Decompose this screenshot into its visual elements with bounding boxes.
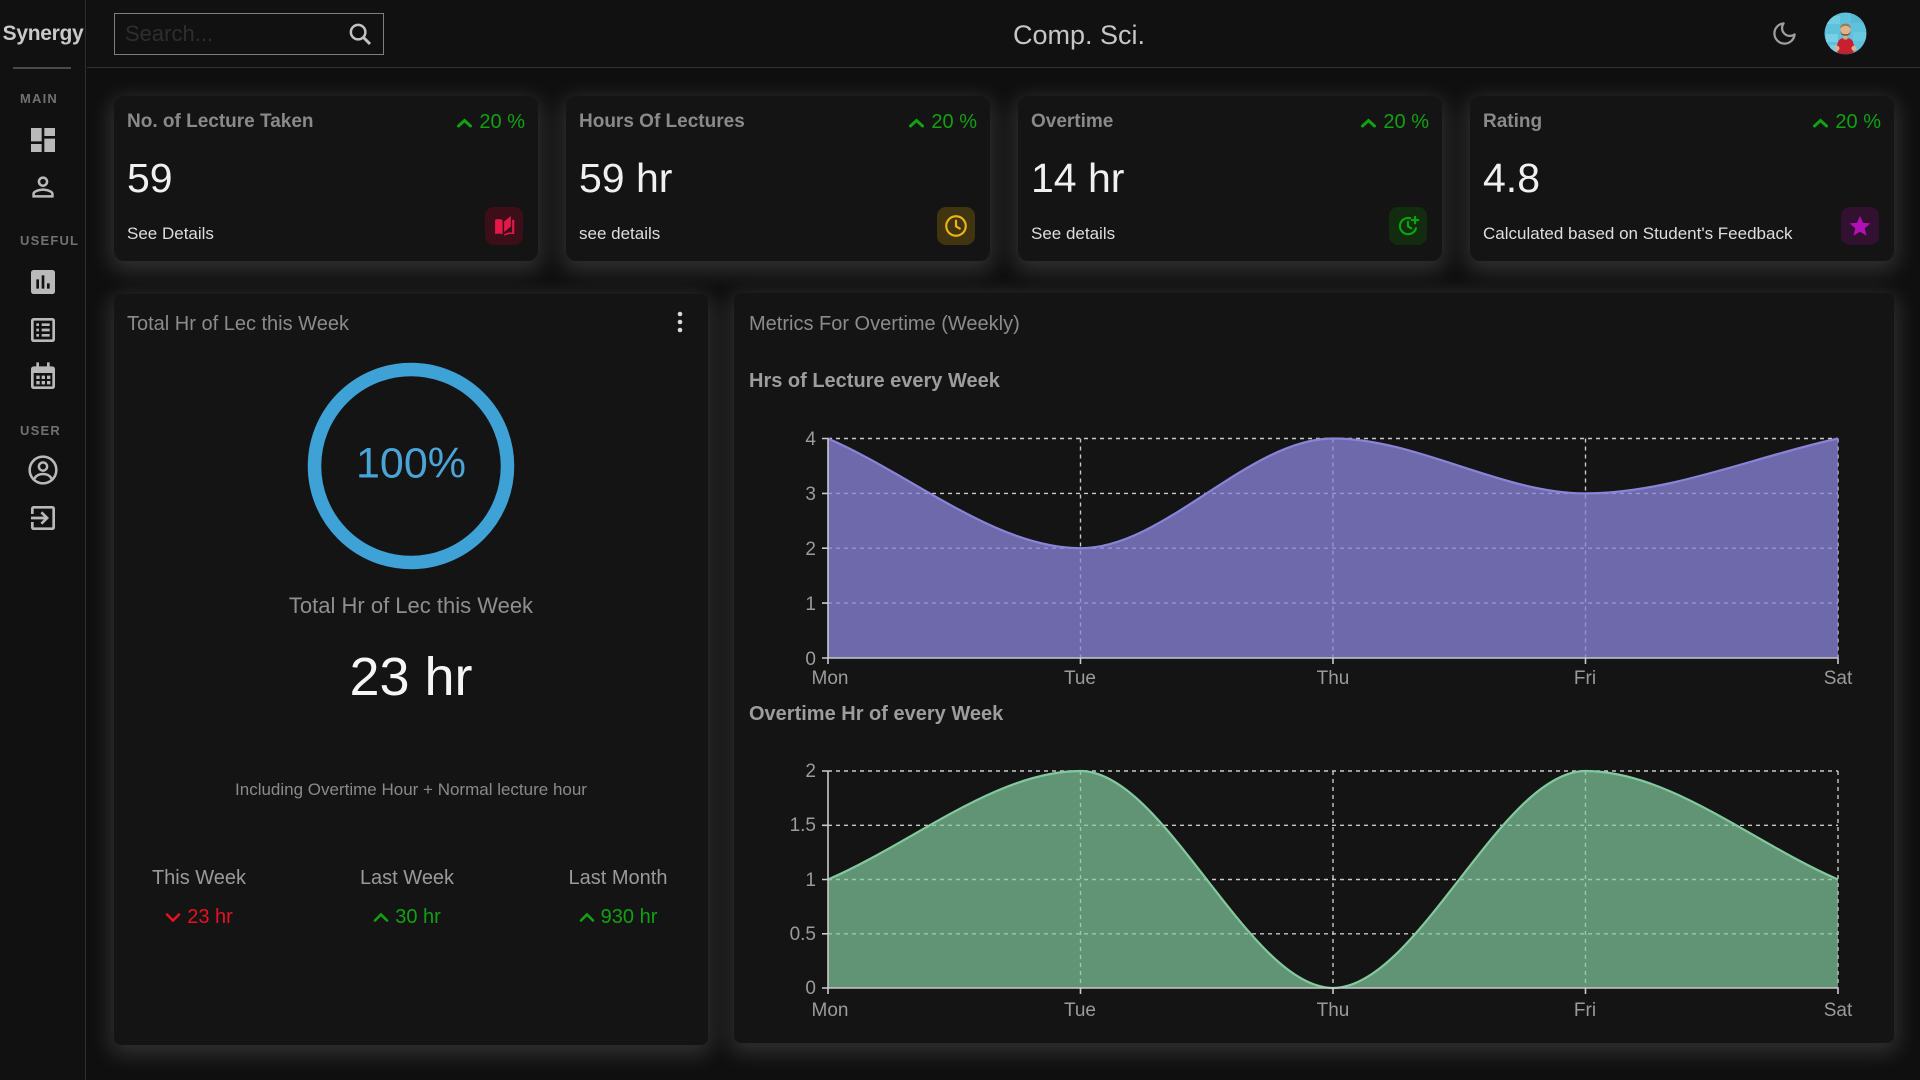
svg-text:Fri: Fri [1574, 1000, 1596, 1021]
svg-text:Mon: Mon [812, 1000, 849, 1021]
svg-text:1: 1 [805, 594, 816, 615]
svg-text:3: 3 [805, 484, 816, 505]
svg-text:Tue: Tue [1064, 1000, 1096, 1021]
svg-text:Sat: Sat [1824, 668, 1853, 689]
svg-text:1.5: 1.5 [790, 815, 816, 836]
svg-text:4: 4 [805, 429, 816, 450]
svg-text:0: 0 [805, 978, 816, 999]
svg-text:100%: 100% [356, 440, 466, 488]
svg-text:0: 0 [805, 649, 816, 670]
svg-text:Fri: Fri [1574, 668, 1596, 689]
svg-text:Thu: Thu [1317, 668, 1350, 689]
svg-text:Mon: Mon [812, 668, 849, 689]
svg-text:Thu: Thu [1317, 1000, 1350, 1021]
svg-text:2: 2 [805, 539, 816, 560]
svg-text:2: 2 [805, 761, 816, 782]
svg-text:Sat: Sat [1824, 1000, 1853, 1021]
svg-text:0.5: 0.5 [790, 924, 816, 945]
svg-text:Tue: Tue [1064, 668, 1096, 689]
svg-text:1: 1 [805, 870, 816, 891]
